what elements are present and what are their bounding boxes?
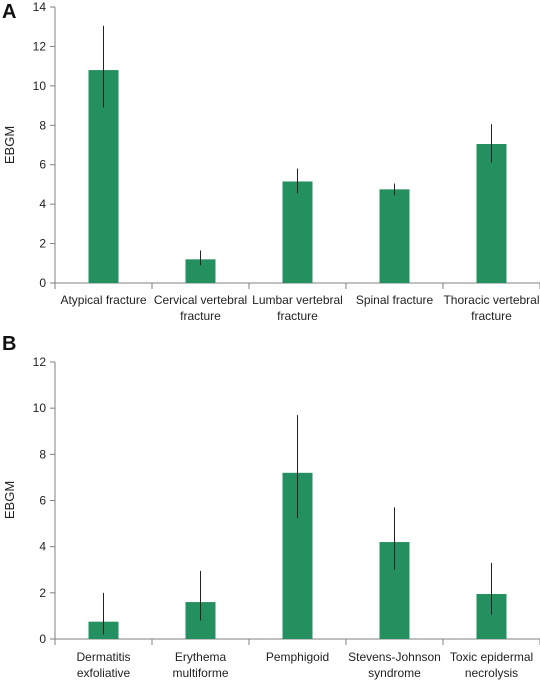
y-tick-label: 10 xyxy=(33,79,47,93)
y-tick-label: 6 xyxy=(39,158,46,172)
bar xyxy=(476,144,507,283)
category-label: Thoracic vertebral xyxy=(443,293,539,307)
y-tick-label: 6 xyxy=(39,494,46,508)
y-tick-label: 0 xyxy=(39,276,46,290)
category-label: fracture xyxy=(277,309,318,323)
y-tick-label: 12 xyxy=(33,39,47,53)
y-tick-label: 2 xyxy=(39,237,46,251)
category-label: Spinal fracture xyxy=(356,293,434,307)
category-label: fracture xyxy=(471,309,512,323)
y-tick-label: 2 xyxy=(39,586,46,600)
category-label: Atypical fracture xyxy=(60,293,146,307)
y-tick-label: 0 xyxy=(39,632,46,646)
panel-a: A 0 2 4 6 8 10 12 14 EBGM Atypical fracture Cervic… xyxy=(2,0,540,323)
y-axis-title: EBGM xyxy=(2,481,17,519)
category-label: multiforme xyxy=(172,666,228,680)
category-label: Lumbar vertebral xyxy=(252,293,343,307)
bar xyxy=(282,181,313,283)
y-tick-label: 4 xyxy=(39,540,46,554)
y-tick-label: 12 xyxy=(33,355,47,369)
category-label: Stevens-Johnson xyxy=(348,650,441,664)
y-tick-label: 4 xyxy=(39,197,46,211)
category-label: Dermatitis xyxy=(76,650,130,664)
panel-b-label: B xyxy=(2,333,16,355)
category-label: Pemphigoid xyxy=(266,650,329,664)
bar xyxy=(379,189,410,283)
y-tick-label: 10 xyxy=(33,401,47,415)
y-tick-label: 14 xyxy=(33,0,47,14)
panel-a-label: A xyxy=(2,1,16,23)
category-label: necrolysis xyxy=(465,666,518,680)
panel-b: B 0 2 4 6 8 10 12 EBGM Dermatitis exfoliative Eryt… xyxy=(2,333,540,680)
category-label: exfoliative xyxy=(77,666,131,680)
bar xyxy=(185,259,216,283)
y-tick-label: 8 xyxy=(39,447,46,461)
y-axis-title: EBGM xyxy=(2,126,17,164)
category-label: fracture xyxy=(180,309,221,323)
category-label: syndrome xyxy=(368,666,421,680)
y-tick-label: 8 xyxy=(39,118,46,132)
category-label: Cervical vertebral xyxy=(154,293,247,307)
category-label: Toxic epidermal xyxy=(450,650,533,664)
category-label: Erythema xyxy=(175,650,227,664)
